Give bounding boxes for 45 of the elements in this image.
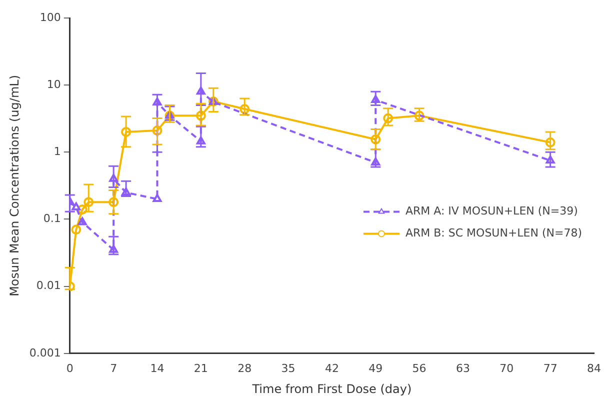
x-tick-label: 0 (66, 362, 74, 375)
point (109, 174, 118, 182)
point (370, 134, 381, 144)
x-tick-label: 28 (238, 362, 252, 375)
point (152, 97, 162, 106)
point (152, 126, 162, 136)
point (240, 104, 250, 114)
point (109, 244, 118, 253)
x-tick-label: 14 (150, 362, 164, 375)
point (122, 188, 131, 196)
point (545, 137, 556, 148)
point (196, 110, 206, 121)
point (152, 194, 162, 202)
y-tick-label: 0.001 (29, 346, 61, 360)
x-tick-label: 42 (324, 362, 339, 375)
point (84, 197, 94, 208)
y-tick-label: 1 (54, 145, 61, 158)
y-tick-label: 100 (40, 10, 61, 24)
point (108, 197, 119, 208)
point (71, 224, 82, 235)
x-tick-label: 21 (194, 362, 208, 375)
point (414, 110, 424, 121)
y-tick-label: 0.1 (43, 212, 61, 226)
x-tick-label: 70 (500, 362, 514, 375)
y-tick-label: 10 (46, 78, 61, 91)
x-axis-title: Time from First Dose (day) (251, 382, 412, 396)
point (72, 202, 81, 210)
point (196, 86, 206, 95)
x-tick-label: 84 (587, 362, 601, 375)
y-tick-label: 0.01 (36, 279, 61, 292)
point (121, 126, 132, 137)
x-tick-label: 7 (110, 362, 118, 375)
x-tick-label: 63 (456, 362, 470, 375)
y-axis-title: Mosun Mean Concentrations (ug/mL) (7, 74, 22, 296)
point (77, 204, 88, 214)
point (78, 217, 87, 226)
legend-label: ARM B: SC MOSUN+LEN (N=78) (405, 226, 582, 240)
x-tick-label: 49 (368, 362, 383, 375)
legend-label: ARM A: IV MOSUN+LEN (N=39) (405, 204, 578, 218)
x-tick-label: 35 (281, 362, 296, 375)
point (371, 158, 380, 166)
x-tick-label: 77 (543, 362, 558, 375)
point (196, 136, 206, 144)
point (383, 113, 394, 124)
x-tick-label: 56 (412, 362, 426, 375)
